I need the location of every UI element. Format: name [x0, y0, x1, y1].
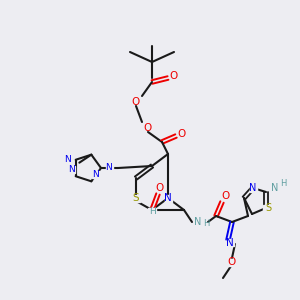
Text: O: O: [178, 129, 186, 139]
Text: N: N: [249, 183, 257, 193]
Text: N: N: [68, 165, 75, 174]
Text: O: O: [227, 257, 235, 267]
Text: H: H: [203, 220, 209, 229]
Text: N: N: [64, 155, 71, 164]
Text: S: S: [133, 193, 139, 203]
Bar: [92, 171, 99, 178]
Text: O: O: [132, 97, 140, 107]
Text: O: O: [170, 71, 178, 81]
Bar: [226, 238, 233, 245]
Text: N: N: [194, 217, 202, 227]
Text: H: H: [280, 179, 286, 188]
Bar: [68, 166, 75, 173]
Bar: [164, 194, 172, 202]
Bar: [64, 156, 71, 163]
Bar: [132, 194, 140, 202]
Text: O: O: [156, 183, 164, 193]
Text: N: N: [226, 238, 234, 248]
Text: H: H: [148, 208, 155, 217]
Text: O: O: [144, 123, 152, 133]
Text: N: N: [164, 193, 172, 203]
Text: O: O: [221, 191, 229, 201]
Text: S: S: [265, 203, 271, 213]
Text: N: N: [92, 170, 99, 179]
Text: N: N: [106, 164, 112, 172]
Bar: [227, 259, 235, 266]
Bar: [250, 184, 256, 191]
Bar: [148, 208, 156, 214]
Text: N: N: [271, 183, 279, 193]
Bar: [263, 205, 271, 212]
Bar: [106, 164, 112, 172]
Bar: [194, 218, 202, 226]
